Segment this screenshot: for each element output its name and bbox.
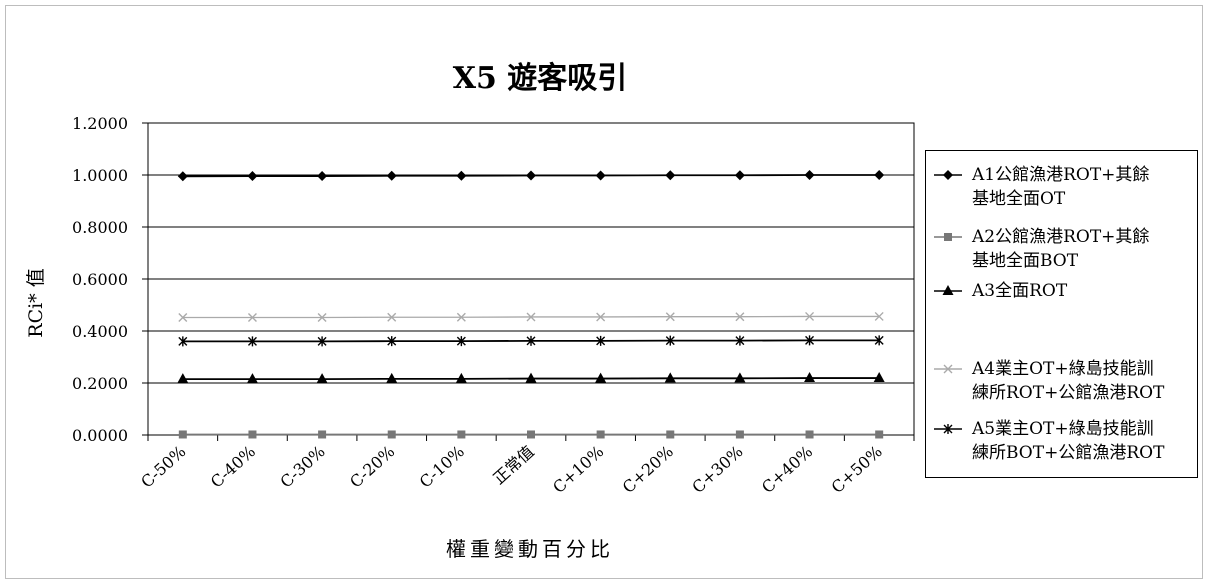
data-point-a5: [874, 335, 884, 346]
data-point-a3: [455, 372, 467, 383]
data-point-a3: [873, 372, 885, 383]
data-point-a1: [386, 170, 397, 181]
y-tick-label: 1.2000: [72, 114, 128, 133]
legend-label-line2: 基地全面OT: [972, 189, 1066, 209]
data-point-a5: [735, 335, 745, 346]
y-tick-label: 0.2000: [72, 374, 128, 393]
data-point-a4: [874, 311, 884, 321]
data-point-a5: [387, 336, 397, 347]
y-tick-label: 1.0000: [72, 166, 128, 185]
x-tick-label: C+10%: [549, 442, 607, 497]
data-point-a3: [316, 373, 328, 384]
data-point-a5: [526, 335, 536, 346]
chart-frame: [5, 5, 1203, 579]
data-point-a2: [666, 430, 675, 439]
data-point-a5: [178, 336, 188, 347]
data-point-a5: [665, 335, 675, 346]
data-point-a1: [804, 170, 815, 180]
legend-label-line1: A1公館漁港ROT+其餘: [972, 165, 1150, 185]
data-point-a2: [596, 430, 605, 439]
x-tick-label: C+40%: [758, 442, 816, 497]
legend-label-line1: A2公館漁港ROT+其餘: [972, 227, 1150, 247]
legend-marker-a1: [934, 170, 962, 180]
data-point-a5: [247, 336, 257, 347]
data-point-a2: [457, 430, 466, 439]
data-point-a1: [665, 170, 676, 181]
data-point-a2: [248, 430, 257, 439]
y-axis-label: RCi* 值: [25, 268, 47, 337]
legend-marker-a3: [934, 285, 962, 295]
data-point-a4: [387, 312, 397, 322]
data-point-a3: [386, 372, 398, 383]
data-point-a5: [456, 336, 466, 347]
legend-label-a1: A1公館漁港ROT+其餘 基地全面OT: [972, 163, 1149, 211]
data-point-a3: [246, 373, 258, 384]
data-point-a4: [247, 312, 257, 322]
legend-label-line1: A4業主OT+綠島技能訓: [972, 359, 1154, 379]
data-point-a5: [596, 335, 606, 346]
data-point-a2: [318, 430, 327, 439]
data-point-a4: [456, 312, 466, 322]
x-tick-label: C+20%: [619, 442, 677, 497]
data-point-a2: [527, 430, 535, 439]
legend-label-a5: A5業主OT+綠島技能訓 練所BOT+公館漁港ROT: [972, 417, 1164, 465]
data-point-a2: [178, 430, 187, 439]
legend-marker-a2: [934, 233, 962, 241]
data-point-a4: [805, 311, 815, 321]
legend-label-line2: 練所ROT+公館漁港ROT: [972, 383, 1165, 403]
data-point-a3: [734, 372, 746, 383]
data-point-a5: [805, 335, 815, 346]
data-point-a1: [247, 171, 258, 182]
legend-label-a4: A4業主OT+綠島技能訓 練所ROT+公館漁港ROT: [972, 357, 1164, 405]
legend-marker-a4: [934, 364, 962, 374]
x-tick-label: C-50%: [137, 442, 189, 492]
legend: A1公館漁港ROT+其餘 基地全面OT A2公館漁港ROT+其餘 基地全面BOT A3全…: [925, 150, 1198, 478]
data-point-a4: [317, 312, 327, 322]
data-point-a3: [664, 372, 676, 383]
data-point-a5: [317, 336, 327, 347]
data-point-a1: [874, 170, 885, 180]
legend-label-line1: A3全面ROT: [972, 281, 1068, 301]
data-point-a2: [875, 430, 884, 439]
data-point-a1: [317, 171, 328, 182]
x-tick-label: C-20%: [346, 442, 398, 492]
data-point-a3: [525, 372, 537, 383]
data-point-a4: [596, 312, 606, 322]
legend-label-line2: 基地全面BOT: [972, 251, 1079, 271]
x-tick-label: C+30%: [688, 442, 746, 497]
data-point-a4: [665, 312, 675, 322]
chart-title: X5 遊客吸引: [453, 61, 628, 96]
data-point-a4: [735, 312, 745, 322]
data-point-a3: [804, 372, 816, 383]
y-tick-label: 0.8000: [72, 218, 128, 237]
data-point-a3: [595, 372, 607, 383]
x-tick-label: C-30%: [277, 442, 329, 492]
x-tick-label: C+50%: [828, 442, 886, 497]
data-point-a1: [526, 170, 536, 181]
data-point-a3: [177, 373, 189, 384]
x-tick-label: C-40%: [207, 442, 259, 492]
data-point-a1: [595, 170, 606, 181]
data-point-a2: [805, 430, 814, 439]
data-point-a1: [177, 171, 188, 182]
legend-marker-a5: [934, 424, 962, 434]
data-point-a1: [456, 170, 467, 181]
data-point-a4: [178, 312, 188, 322]
y-tick-label: 0.6000: [72, 270, 128, 289]
y-tick-label: 0.0000: [72, 426, 128, 445]
data-point-a4: [526, 312, 536, 322]
legend-label-a2: A2公館漁港ROT+其餘 基地全面BOT: [972, 225, 1149, 273]
x-tick-label: C-10%: [416, 442, 468, 492]
x-axis-label: 權重變動百分比: [446, 537, 614, 561]
data-point-a1: [734, 170, 745, 181]
legend-label-line1: A5業主OT+綠島技能訓: [972, 419, 1154, 439]
x-tick-label: 正常值: [489, 442, 537, 488]
y-tick-label: 0.4000: [72, 322, 128, 341]
legend-label-a3: A3全面ROT: [972, 279, 1067, 303]
data-point-a2: [735, 430, 744, 439]
data-point-a2: [387, 430, 396, 439]
legend-label-line2: 練所BOT+公館漁港ROT: [972, 443, 1165, 463]
